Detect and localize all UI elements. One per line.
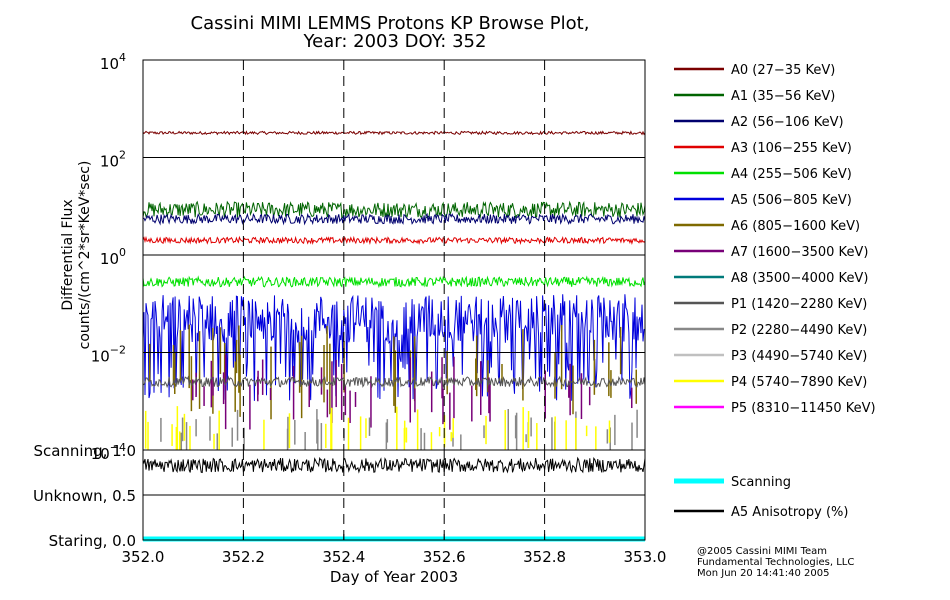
x-tick-label: 352.2 xyxy=(222,548,265,566)
legend-label: P1 (1420−2280 KeV) xyxy=(731,297,867,312)
flux-grid xyxy=(143,60,645,450)
chart-title-line2: Year: 2003 DOY: 352 xyxy=(303,31,487,52)
series-trace xyxy=(142,212,646,226)
anisotropy-traces xyxy=(142,456,646,542)
legend-label: A4 (255−506 KeV) xyxy=(731,167,852,182)
credits: @2005 Cassini MIMI Team Fundamental Tech… xyxy=(697,546,854,579)
legend-label: A7 (1600−3500 KeV) xyxy=(731,245,868,260)
x-tick-label: 352.4 xyxy=(322,548,365,566)
anisotropy-grid xyxy=(143,450,645,540)
flux-ylabel-line1: Differential Flux xyxy=(60,199,76,310)
anisotropy-y-tick-label: Staring, 0.0 xyxy=(49,532,136,550)
legend-label: P5 (8310−11450 KeV) xyxy=(731,401,876,416)
x-tick-label: 352.6 xyxy=(423,548,466,566)
legend-label: A8 (3500−4000 KeV) xyxy=(731,271,868,286)
legend-label: A1 (35−56 KeV) xyxy=(731,89,835,104)
credits-line2: Fundamental Technologies, LLC xyxy=(697,557,854,568)
series-trace xyxy=(142,375,646,389)
anisotropy-trace xyxy=(142,456,646,474)
flux-y-tick-label: 100 xyxy=(100,246,126,268)
flux-y-tick-label: 104 xyxy=(100,51,126,73)
credits-line3: Mon Jun 20 14:41:40 2005 xyxy=(697,568,830,579)
legend-label: A0 (27−35 KeV) xyxy=(731,63,835,78)
flux-y-ticks: 104 102 100 10−2 10−4 xyxy=(91,51,126,463)
flux-y-tick-label: 10−4 xyxy=(91,441,126,463)
x-tick-label: 353.0 xyxy=(624,548,667,566)
anisotropy-panel: Scanning, 1.0 Unknown, 0.5 Staring, 0.0 xyxy=(33,442,646,550)
flux-y-tick-label: 102 xyxy=(100,149,126,171)
x-axis-label: Day of Year 2003 xyxy=(330,568,458,586)
x-tick-label: 352.8 xyxy=(523,548,566,566)
flux-panel: 104 102 100 10−2 10−4 Differential Flux coun… xyxy=(60,51,646,463)
flux-legend: A0 (27−35 KeV) A1 (35−56 KeV) A2 (56−106 K… xyxy=(674,63,876,416)
series-trace xyxy=(142,200,646,219)
flux-y-tick-label: 10−2 xyxy=(91,344,126,366)
anisotropy-y-ticks: Scanning, 1.0 Unknown, 0.5 Staring, 0.0 xyxy=(33,442,136,550)
flux-traces xyxy=(142,130,646,450)
series-trace xyxy=(142,275,646,289)
legend-label: A5 Anisotropy (%) xyxy=(731,505,848,520)
legend-label: P4 (5740−7890 KeV) xyxy=(731,375,867,390)
legend-label: A5 (506−805 KeV) xyxy=(731,193,852,208)
legend-label: P2 (2280−4490 KeV) xyxy=(731,323,867,338)
legend-label: A6 (805−1600 KeV) xyxy=(731,219,860,234)
anisotropy-y-tick-label: Unknown, 0.5 xyxy=(33,487,136,505)
chart-title-line1: Cassini MIMI LEMMS Protons KP Browse Plo… xyxy=(191,13,590,34)
anisotropy-y-tick-label: Scanning, 1.0 xyxy=(33,442,136,460)
series-trace xyxy=(142,130,646,136)
legend-label: A2 (56−106 KeV) xyxy=(731,115,844,130)
series-trace xyxy=(142,235,646,246)
legend-label: A3 (106−255 KeV) xyxy=(731,141,852,156)
x-tick-label: 352.0 xyxy=(122,548,165,566)
anisotropy-legend: Scanning A5 Anisotropy (%) xyxy=(674,475,848,520)
credits-line1: @2005 Cassini MIMI Team xyxy=(697,546,827,557)
x-axis: 352.0 352.2 352.4 352.6 352.8 353.0 xyxy=(122,534,667,566)
legend-label: P3 (4490−5740 KeV) xyxy=(731,349,867,364)
legend-label: Scanning xyxy=(731,475,791,490)
anisotropy-panel-frame xyxy=(142,449,646,541)
flux-ylabel-line2: counts/(cm^2*sr*KeV*sec) xyxy=(77,161,93,350)
